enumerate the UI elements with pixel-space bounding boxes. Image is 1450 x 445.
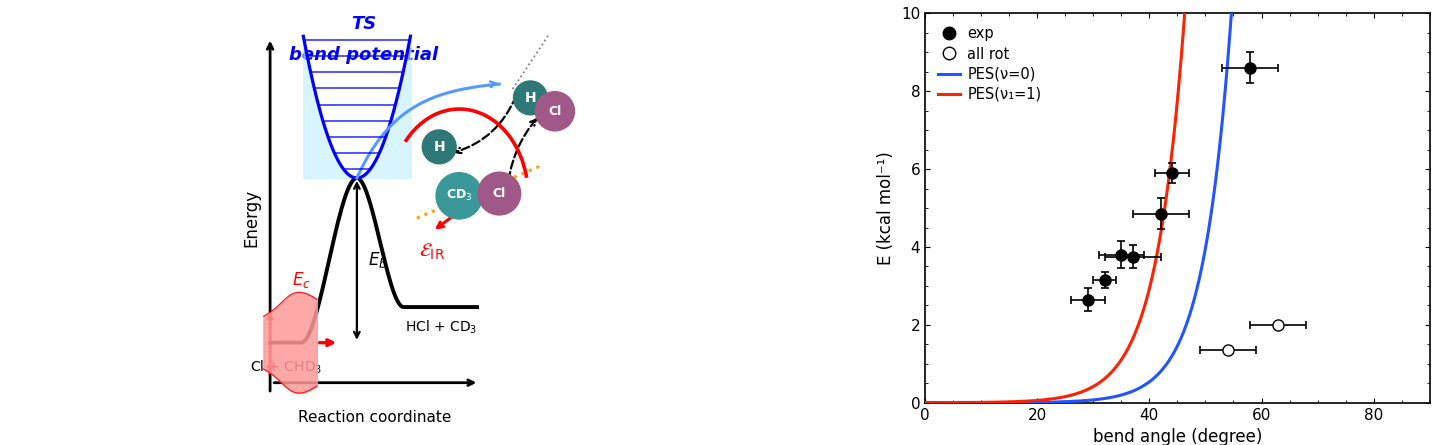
- Circle shape: [535, 92, 574, 131]
- Text: H: H: [434, 140, 445, 154]
- Text: $\mathcal{E}_\mathrm{IR}$: $\mathcal{E}_\mathrm{IR}$: [419, 241, 445, 262]
- Circle shape: [422, 130, 457, 164]
- Circle shape: [436, 173, 483, 219]
- Text: Cl: Cl: [548, 105, 561, 118]
- Text: $E_c$: $E_c$: [293, 271, 312, 290]
- Circle shape: [513, 81, 547, 115]
- Text: CD$_3$: CD$_3$: [447, 188, 473, 203]
- Text: bend potential: bend potential: [289, 46, 438, 64]
- Text: HCl + CD$_3$: HCl + CD$_3$: [405, 319, 477, 336]
- Text: Energy: Energy: [242, 189, 260, 247]
- Text: Reaction coordinate: Reaction coordinate: [299, 410, 451, 425]
- Y-axis label: E (kcal mol⁻¹): E (kcal mol⁻¹): [877, 151, 896, 265]
- X-axis label: bend angle (degree): bend angle (degree): [1093, 428, 1262, 445]
- Circle shape: [478, 172, 521, 215]
- Text: $E_b$: $E_b$: [368, 251, 387, 270]
- Text: Cl + CHD$_3$: Cl + CHD$_3$: [249, 359, 322, 376]
- Text: TS: TS: [351, 15, 376, 33]
- Text: Cl: Cl: [493, 187, 506, 200]
- Text: H: H: [525, 91, 536, 105]
- Legend: exp, all rot, PES(ν=0), PES(ν₁=1): exp, all rot, PES(ν=0), PES(ν₁=1): [932, 20, 1047, 108]
